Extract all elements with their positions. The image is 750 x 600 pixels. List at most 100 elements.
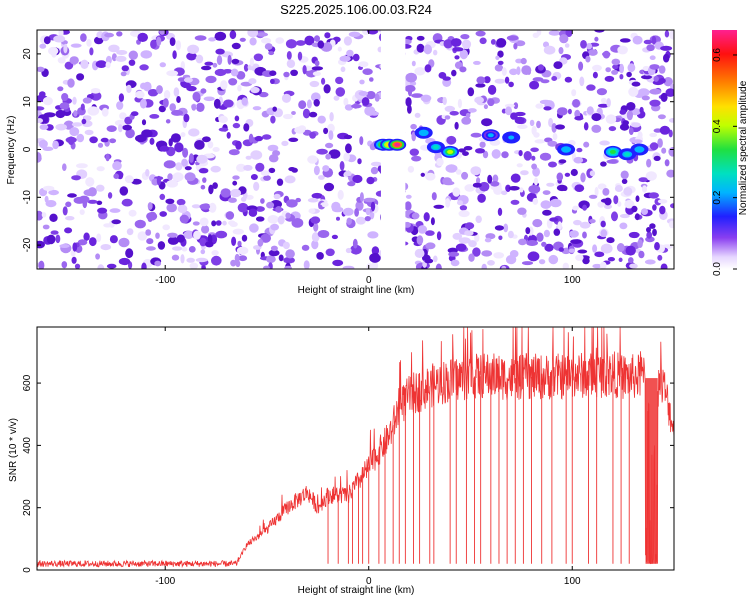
- heatmap-cell: [414, 248, 425, 258]
- heatmap-cell: [162, 224, 170, 231]
- heatmap-cell: [611, 58, 621, 66]
- heatmap-cell: [212, 147, 220, 152]
- heatmap-cell: [113, 173, 119, 179]
- heatmap-cell: [103, 223, 113, 228]
- heatmap-cell: [312, 71, 321, 76]
- heatmap-cell: [567, 108, 572, 115]
- heatmap-cell: [354, 208, 359, 217]
- snr-x-ticks: -100 0 100: [155, 327, 581, 587]
- heatmap-cell: [521, 261, 534, 266]
- heatmap-cell: [191, 204, 201, 209]
- heatmap-cell: [163, 90, 171, 100]
- heatmap-cell: [461, 171, 469, 180]
- heatmap-cell: [183, 230, 194, 239]
- heatmap-cell: [611, 69, 619, 75]
- heatmap-cell: [194, 35, 207, 41]
- heatmap-cell: [403, 221, 411, 228]
- heatmap-cell: [548, 161, 557, 168]
- heatmap-cell: [597, 201, 605, 208]
- heatmap-cell: [541, 241, 547, 247]
- heatmap-cell: [241, 234, 248, 242]
- heatmap-cell: [249, 37, 257, 46]
- heatmap-cell: [548, 254, 559, 265]
- heatmap-cell: [467, 87, 475, 97]
- heatmap-cell: [531, 163, 537, 170]
- heatmap-cell: [212, 182, 218, 190]
- heatmap-cell: [37, 210, 44, 221]
- heatmap-cell: [128, 209, 137, 217]
- heatmap-cell: [199, 237, 207, 247]
- heatmap-cell: [430, 217, 435, 226]
- heatmap-cell: [423, 44, 432, 55]
- heatmap-cell: [420, 94, 432, 103]
- heatmap-cell: [443, 39, 453, 49]
- heatmap-cell: [445, 198, 451, 208]
- heatmap-cell: [479, 181, 490, 192]
- heatmap-cell: [433, 255, 438, 263]
- heatmap-cell: [370, 166, 379, 175]
- heatmap-cell: [146, 212, 158, 221]
- heatmap-cell: [309, 131, 316, 139]
- heatmap-cell: [464, 222, 475, 230]
- heatmap-cell: [457, 200, 463, 206]
- heatmap-cell: [207, 234, 213, 244]
- heatmap-cell: [308, 208, 316, 214]
- heatmap-cell: [239, 37, 246, 42]
- heatmap-cell: [283, 113, 293, 120]
- heatmap-cell: [340, 66, 346, 73]
- heatmap-cell: [37, 66, 45, 72]
- heatmap-cell: [433, 204, 445, 209]
- heatmap-cell: [255, 216, 265, 222]
- heatmap-cell: [159, 62, 166, 68]
- heatmap-cell: [131, 178, 142, 185]
- heatmap-cell: [464, 184, 476, 192]
- heatmap-cell: [228, 149, 240, 156]
- heatmap-cell: [294, 126, 306, 134]
- heatmap-y-axis-label: Frequency (Hz): [6, 116, 17, 185]
- heatmap-cell: [307, 155, 318, 164]
- heatmap-cell: [139, 64, 149, 71]
- heatmap-cell: [445, 164, 458, 173]
- heatmap-cell: [278, 254, 284, 262]
- heatmap-cell: [444, 115, 451, 120]
- heatmap-cell: [118, 237, 130, 248]
- heatmap-cell: [205, 75, 217, 84]
- heatmap-cell: [551, 123, 557, 133]
- heatmap-cell: [249, 57, 254, 67]
- heatmap-cell: [646, 44, 655, 52]
- heatmap-cell: [297, 51, 303, 61]
- heatmap-cell: [234, 115, 240, 122]
- heatmap-cell: [266, 201, 275, 209]
- heatmap-cell: [580, 40, 587, 49]
- heatmap-cell: [639, 106, 644, 114]
- heatmap-cell: [188, 128, 200, 137]
- heatmap-cell: [201, 65, 212, 71]
- heatmap-cell: [283, 71, 290, 78]
- heatmap-cell: [301, 244, 310, 251]
- heatmap-cell: [617, 45, 628, 55]
- figure-title: S225.2025.106.00.03.R24: [280, 2, 432, 17]
- heatmap-cell: [96, 233, 102, 242]
- heatmap-cell: [660, 45, 673, 51]
- heatmap-cell: [461, 116, 472, 125]
- heatmap-cell: [575, 254, 584, 261]
- heatmap-peak: [624, 152, 631, 157]
- heatmap-cell: [248, 133, 254, 143]
- heatmap-cell: [288, 137, 299, 142]
- heatmap-cell: [186, 257, 195, 263]
- heatmap-cell: [540, 200, 552, 209]
- heatmap-cell: [177, 204, 188, 214]
- heatmap-cell: [184, 166, 192, 171]
- heatmap-cell: [181, 246, 188, 252]
- heatmap-cell: [449, 111, 459, 116]
- heatmap-cell: [49, 213, 58, 222]
- heatmap-cell: [339, 161, 345, 171]
- heatmap-cell: [39, 124, 49, 130]
- heatmap-cell: [48, 189, 59, 196]
- heatmap-cell: [416, 43, 425, 53]
- heatmap-cell: [128, 50, 138, 60]
- heatmap-cell: [519, 187, 524, 193]
- heatmap-cell: [594, 36, 599, 42]
- heatmap-cell: [637, 239, 643, 249]
- heatmap-cell: [578, 61, 584, 71]
